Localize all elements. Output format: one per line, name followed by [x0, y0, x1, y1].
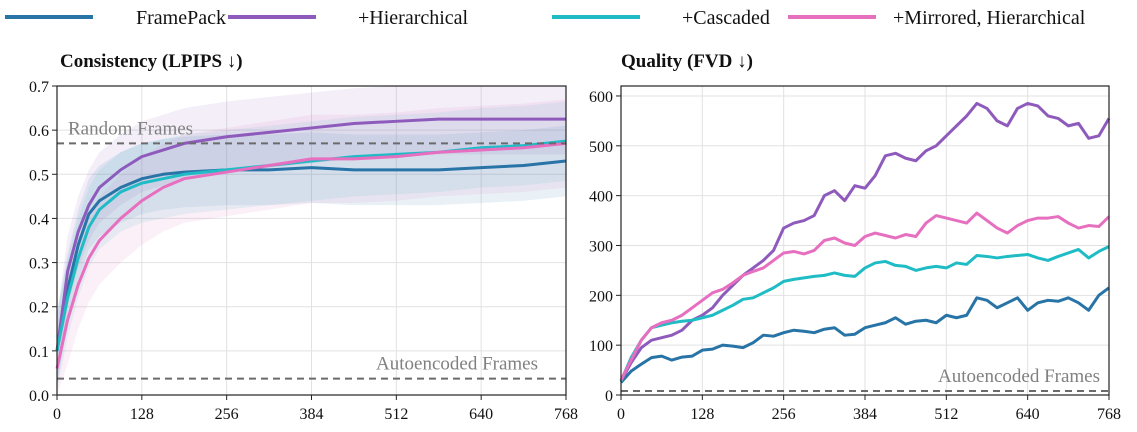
consistency-chart-title: Consistency (LPIPS ↓) — [60, 51, 243, 72]
consistency-reference-lines: Random Frames Autoencoded Frames — [57, 118, 566, 380]
quality-x-tick-label: 512 — [934, 406, 958, 423]
quality-y-tick-label: 400 — [589, 189, 613, 206]
consistency-y-tick-label: 0.3 — [29, 256, 49, 273]
quality-y-tick-label: 0 — [605, 388, 613, 405]
quality-y-tick-label: 300 — [589, 238, 613, 255]
quality-x-tick-label: 128 — [690, 406, 714, 423]
consistency-line-mirrored-hierarchical — [55, 141, 567, 369]
consistency-x-tick-label: 768 — [554, 406, 578, 423]
consistency-y-tick-label: 0.5 — [29, 167, 49, 184]
legend: FramePack +Hierarchical +Cascaded +Mirro… — [5, 7, 1086, 29]
consistency-y-tick-label: 0.6 — [29, 123, 49, 140]
consistency-band-hierarchical — [57, 86, 566, 387]
consistency-plot-frame — [56, 85, 567, 396]
consistency-chart: Consistency (LPIPS ↓) 0.0 0.1 0.2 0.3 0.4 0.5… — [29, 51, 578, 423]
quality-y-tick-label: 100 — [589, 338, 613, 355]
quality-reference-lines: Autoencoded Frames — [621, 366, 1109, 393]
quality-x-tick-label: 640 — [1016, 406, 1040, 423]
consistency-y-tick-label: 0.4 — [29, 211, 49, 228]
quality-line-framepack — [619, 286, 1110, 384]
consistency-y-tick-label: 0.7 — [29, 79, 49, 96]
consistency-ref-label-random-frames: Random Frames — [68, 118, 193, 139]
consistency-x-tick-label: 640 — [469, 406, 493, 423]
quality-y-tick-label: 600 — [589, 89, 613, 106]
consistency-x-tick-label: 128 — [130, 406, 154, 423]
quality-series-lines — [619, 101, 1111, 384]
consistency-ref-label-autoencoded-frames: Autoencoded Frames — [376, 354, 538, 375]
quality-x-tick-label: 256 — [772, 406, 796, 423]
quality-line-mirrored-hierarchical — [619, 211, 1111, 381]
consistency-x-tick-label: 384 — [300, 406, 324, 423]
quality-ref-label-autoencoded-frames: Autoencoded Frames — [938, 366, 1100, 387]
consistency-band-framepack — [57, 125, 566, 387]
quality-x-tick-label: 768 — [1097, 406, 1121, 423]
consistency-y-tick-label: 0.0 — [29, 388, 49, 405]
quality-x-tick-label: 0 — [617, 406, 625, 423]
legend-label-hierarchical: +Hierarchical — [358, 7, 469, 29]
consistency-line-hierarchical — [55, 117, 566, 352]
quality-line-hierarchical — [619, 101, 1111, 382]
quality-y-tick-label: 200 — [589, 288, 613, 305]
consistency-series-lines — [55, 117, 567, 369]
quality-chart: Quality (FVD ↓) 0 100 200 300 400 500 600 0 128… — [589, 51, 1121, 423]
consistency-y-tick-label: 0.2 — [29, 300, 49, 317]
consistency-x-tick-label: 256 — [215, 406, 239, 423]
consistency-x-tick-label: 512 — [384, 406, 408, 423]
legend-label-mirrored-hierarchical: +Mirrored, Hierarchical — [893, 7, 1086, 29]
quality-chart-title: Quality (FVD ↓) — [621, 51, 753, 72]
quality-x-tick-label: 384 — [853, 406, 877, 423]
legend-label-cascaded: +Cascaded — [682, 7, 770, 29]
quality-plot-frame — [620, 85, 1110, 396]
quality-line-cascaded — [619, 245, 1110, 382]
consistency-y-tick-label: 0.1 — [29, 344, 49, 361]
legend-label-framepack: FramePack — [136, 7, 226, 29]
consistency-x-tick-label: 0 — [53, 406, 61, 423]
quality-y-tick-label: 500 — [589, 139, 613, 156]
